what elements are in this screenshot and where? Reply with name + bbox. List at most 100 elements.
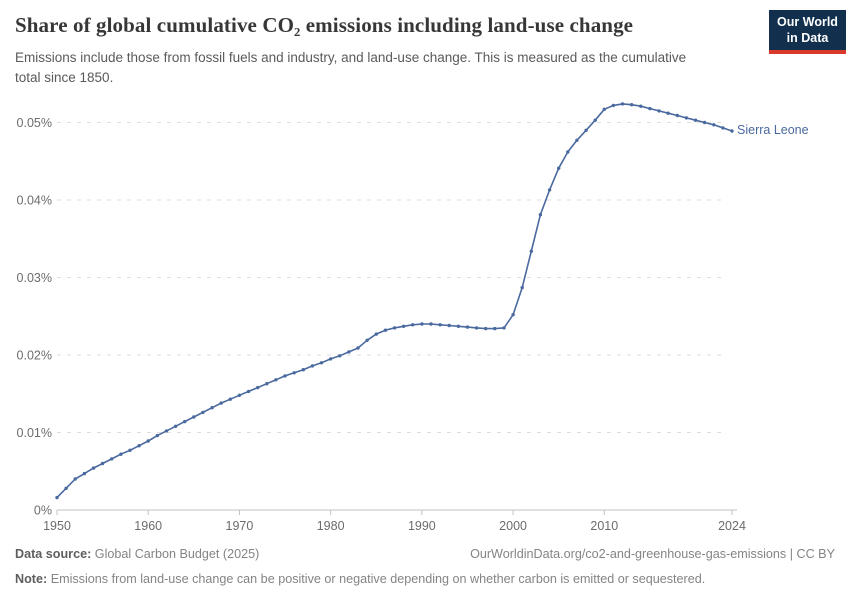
data-point[interactable] <box>292 371 296 375</box>
data-point[interactable] <box>228 397 232 401</box>
data-point[interactable] <box>383 328 388 332</box>
y-tick-label: 0.02% <box>17 348 52 362</box>
data-point[interactable] <box>712 123 716 127</box>
data-point[interactable] <box>55 495 59 500</box>
data-point[interactable] <box>73 477 77 481</box>
y-tick-label: 0.01% <box>17 426 52 440</box>
data-point[interactable] <box>338 354 342 358</box>
x-tick-label: 2024 <box>718 519 746 533</box>
data-point[interactable] <box>538 213 543 217</box>
owid-logo-line2: in Data <box>786 30 829 45</box>
data-point[interactable] <box>128 448 132 452</box>
data-point[interactable] <box>356 346 360 350</box>
data-point[interactable] <box>328 357 333 361</box>
data-point[interactable] <box>666 111 670 115</box>
data-point[interactable] <box>584 128 588 132</box>
data-point[interactable] <box>91 466 96 470</box>
data-point[interactable] <box>602 107 606 112</box>
data-point[interactable] <box>164 429 169 433</box>
data-point[interactable] <box>484 326 488 331</box>
data-point[interactable] <box>374 332 378 336</box>
data-point[interactable] <box>192 415 196 419</box>
series-entity-label[interactable]: Sierra Leone <box>737 123 809 138</box>
data-point[interactable] <box>274 378 278 382</box>
data-point[interactable] <box>593 118 597 122</box>
data-point[interactable] <box>283 374 287 378</box>
x-tick-label: 1960 <box>134 519 162 533</box>
owid-logo-line1: Our World <box>777 15 838 29</box>
data-point[interactable] <box>611 103 616 108</box>
data-point[interactable] <box>684 116 689 120</box>
data-point[interactable] <box>620 102 625 106</box>
data-point[interactable] <box>429 322 433 326</box>
data-point[interactable] <box>310 364 315 368</box>
series-line[interactable] <box>56 103 733 499</box>
data-point[interactable] <box>529 249 533 253</box>
data-point[interactable] <box>721 126 725 130</box>
data-point[interactable] <box>520 285 524 290</box>
data-point[interactable] <box>456 324 461 328</box>
data-point[interactable] <box>246 389 251 394</box>
data-point[interactable] <box>702 120 707 125</box>
data-point[interactable] <box>82 471 87 476</box>
data-point[interactable] <box>256 385 260 390</box>
data-point[interactable] <box>557 166 561 170</box>
data-point[interactable] <box>639 104 643 108</box>
data-point[interactable] <box>365 338 369 342</box>
data-source: Data source: Global Carbon Budget (2025) <box>15 545 259 563</box>
data-point[interactable] <box>401 324 406 328</box>
data-point[interactable] <box>347 350 351 354</box>
x-tick-label: 1990 <box>408 519 436 533</box>
data-point[interactable] <box>420 322 424 326</box>
data-point[interactable] <box>201 410 205 415</box>
data-point[interactable] <box>474 326 479 330</box>
citation-link[interactable]: OurWorldinData.org/co2-and-greenhouse-ga… <box>470 547 835 561</box>
data-point[interactable] <box>575 138 579 142</box>
data-point[interactable] <box>493 326 497 331</box>
data-point[interactable] <box>648 106 652 111</box>
y-tick-label: 0% <box>34 503 52 517</box>
data-point[interactable] <box>155 433 159 438</box>
data-point[interactable] <box>630 103 634 107</box>
x-tick-label: 2000 <box>499 519 527 533</box>
data-point[interactable] <box>411 323 415 327</box>
page-title: Share of global cumulative CO₂ emissions… <box>15 13 634 37</box>
data-point[interactable] <box>547 188 552 192</box>
data-source-value: Global Carbon Budget (2025) <box>94 547 260 561</box>
data-point[interactable] <box>566 150 570 154</box>
chart-footer: Data source: Global Carbon Budget (2025)… <box>15 545 835 589</box>
data-point[interactable] <box>137 444 141 448</box>
data-point[interactable] <box>511 313 515 317</box>
data-point[interactable] <box>502 326 506 330</box>
data-point[interactable] <box>265 382 269 386</box>
data-point[interactable] <box>100 461 105 466</box>
chart-subtitle: Emissions include those from fossil fuel… <box>15 50 687 86</box>
data-source-label: Data source: <box>15 547 92 561</box>
data-point[interactable] <box>210 406 214 410</box>
data-point[interactable] <box>438 323 442 327</box>
data-point[interactable] <box>730 129 734 133</box>
owid-logo: Our World in Data <box>769 10 846 55</box>
chart-note: Note: Emissions from land-use change can… <box>15 570 835 588</box>
data-point[interactable] <box>110 457 114 461</box>
data-point[interactable] <box>146 439 150 443</box>
note-text: Emissions from land-use change can be po… <box>50 572 706 587</box>
data-point[interactable] <box>657 109 661 113</box>
data-point[interactable] <box>219 401 223 405</box>
data-point[interactable] <box>173 424 178 428</box>
data-point[interactable] <box>447 323 451 328</box>
data-point[interactable] <box>301 368 305 372</box>
note-label: Note: <box>15 572 48 587</box>
data-point[interactable] <box>64 486 68 490</box>
data-point[interactable] <box>392 326 397 330</box>
data-point[interactable] <box>693 118 698 122</box>
data-point[interactable] <box>319 361 324 365</box>
data-point[interactable] <box>119 452 123 456</box>
data-point[interactable] <box>237 393 242 397</box>
data-point[interactable] <box>465 325 470 329</box>
data-point[interactable] <box>675 113 679 118</box>
data-point[interactable] <box>183 419 187 424</box>
y-tick-label: 0.04% <box>17 193 52 207</box>
